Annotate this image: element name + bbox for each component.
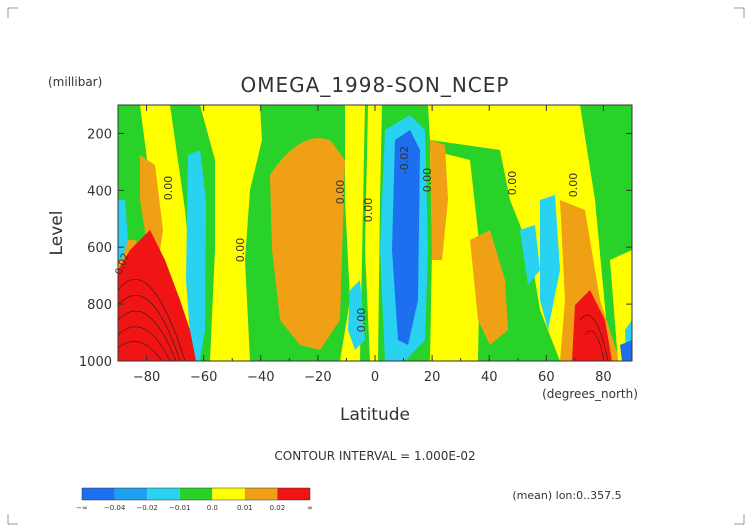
colorbar-label: 0.0 <box>207 504 218 512</box>
contour-label: 0.00 <box>234 238 247 263</box>
colorbar-swatch <box>212 488 245 500</box>
contour-label: 0.00 <box>421 168 434 193</box>
cyan-region <box>118 200 128 260</box>
x-tick-label: −80 <box>133 370 160 385</box>
x-tick-label: 60 <box>538 370 555 385</box>
blue-region <box>392 130 420 345</box>
contour-field <box>118 105 632 361</box>
contour-label: -0.02 <box>398 146 411 174</box>
colorbar-frame <box>81 487 311 501</box>
y-tick-label: 200 <box>87 127 112 142</box>
contour-label: 0.00 <box>334 180 347 205</box>
colorbar-swatch <box>82 488 115 500</box>
cyan-region <box>186 150 206 361</box>
contour-label: 0.00 <box>362 198 375 223</box>
colorbar-label: ∞ <box>307 504 313 512</box>
x-tick-label: −20 <box>304 370 331 385</box>
colorbar-label: −0.02 <box>136 504 157 512</box>
x-units-label: (degrees_north) <box>542 387 638 401</box>
contour-labels: 0.000.000.000.000.000.00 0.00 0.00-0.020.0… <box>114 146 580 332</box>
colorbar-label: 0.01 <box>237 504 253 512</box>
contour-label: 0.00 <box>355 308 368 333</box>
yellow-region <box>365 105 382 361</box>
cyan-region <box>540 195 560 330</box>
x-tick-label: 20 <box>424 370 441 385</box>
contour-label: 0.00 <box>567 173 580 198</box>
y-tick-label: 600 <box>87 241 112 256</box>
contour-label: 0.00 <box>162 176 175 201</box>
colorbar-label: −0.04 <box>104 504 126 512</box>
y-tick-label: 400 <box>87 184 112 199</box>
contour-interval-text: CONTOUR INTERVAL = 1.000E-02 <box>274 449 475 463</box>
x-axis: −80 −60 −40 −20 0 20 40 60 80 <box>117 105 633 385</box>
colorbar-label: 0.02 <box>270 504 286 512</box>
x-tick-label: 40 <box>481 370 498 385</box>
x-tick-label: −40 <box>247 370 274 385</box>
colorbar-swatch <box>277 488 310 500</box>
colorbar-label: −∞ <box>76 504 88 512</box>
colorbar-swatch <box>179 488 213 500</box>
cyan-region <box>348 280 365 350</box>
units-label: (millibar) <box>48 75 102 89</box>
orange-region <box>270 138 345 350</box>
red-region <box>572 290 612 361</box>
x-tick-label: 80 <box>595 370 612 385</box>
contour-label: 0.00 <box>506 171 519 196</box>
yellow-region <box>200 105 365 361</box>
green-region <box>595 105 632 130</box>
yellow-region <box>428 105 610 361</box>
colorbar-swatch <box>114 488 148 500</box>
corner-marks <box>7 7 745 525</box>
colorbar-label: −0.01 <box>169 504 190 512</box>
blue-region <box>620 340 632 361</box>
x-axis-label: Latitude <box>340 405 410 425</box>
y-tick-label: 1000 <box>79 355 112 370</box>
mean-text: (mean) lon:0..357.5 <box>512 489 621 502</box>
contour-lines <box>118 279 609 361</box>
colorbar-swatch <box>147 488 180 500</box>
chart-title: OMEGA_1998-SON_NCEP <box>241 73 510 97</box>
y-tick-label: 800 <box>87 298 112 313</box>
y-axis-label: Level <box>47 211 67 256</box>
orange-region <box>430 140 448 260</box>
cyan-region <box>520 225 540 285</box>
y-axis: 200 400 600 800 1000 <box>79 127 632 370</box>
colorbar: −∞ −0.04 −0.02 −0.01 0.0 0.01 0.02 ∞ <box>76 487 313 512</box>
x-tick-label: −60 <box>190 370 217 385</box>
orange-region <box>470 230 508 345</box>
colorbar-swatch <box>244 488 278 500</box>
orange-region <box>140 155 163 250</box>
x-tick-label: 0 <box>371 370 379 385</box>
